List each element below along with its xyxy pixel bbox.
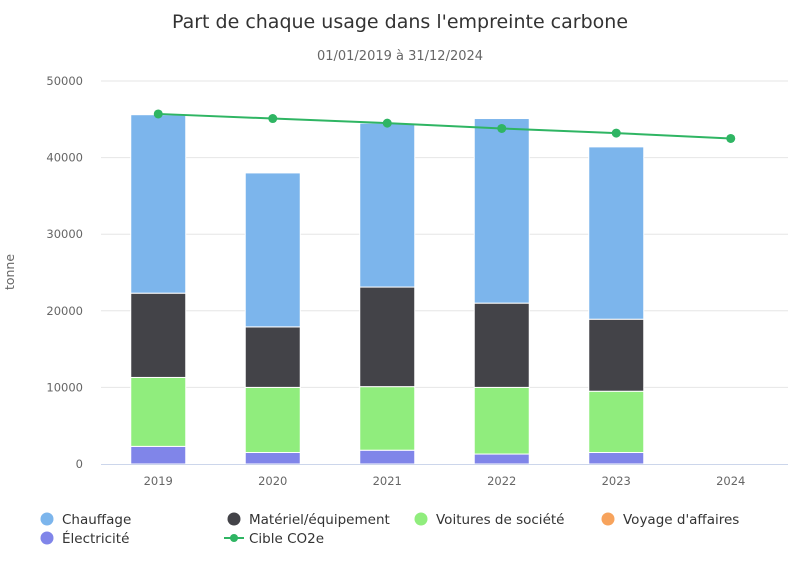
legend-item-label[interactable]: Électricité: [62, 530, 129, 547]
bar-segment[interactable]: [244, 172, 301, 328]
bar-segment[interactable]: [130, 292, 187, 378]
bar-segment[interactable]: [130, 445, 187, 465]
x-tick-label: 2022: [487, 474, 516, 488]
target-point[interactable]: [268, 114, 278, 124]
bar-segment[interactable]: [130, 376, 187, 447]
legend-item-label[interactable]: Voitures de société: [436, 512, 564, 528]
bar-segment[interactable]: [359, 122, 416, 288]
bar-segment[interactable]: [473, 302, 530, 388]
bar-segment[interactable]: [588, 146, 645, 320]
target-point[interactable]: [153, 109, 163, 119]
y-tick-label: 20000: [46, 304, 83, 318]
y-tick-label: 30000: [46, 227, 83, 241]
bar-segment[interactable]: [588, 390, 645, 454]
y-axis-label: tonne: [2, 254, 17, 290]
bar-segment[interactable]: [359, 386, 416, 451]
bar-segment[interactable]: [359, 449, 416, 465]
bar-segment[interactable]: [244, 386, 301, 454]
x-tick-label: 2024: [716, 474, 745, 488]
legend: Chauffage Matériel/équipement Voitures de …: [40, 512, 739, 547]
legend-marker-icon: [230, 534, 238, 542]
target-point[interactable]: [497, 123, 507, 133]
legend-marker-icon: [414, 512, 428, 526]
x-tick-label: 2021: [373, 474, 402, 488]
x-axis: 2019 2020 2021 2022 2023 2024: [101, 464, 788, 488]
y-tick-label: 0: [76, 457, 83, 471]
target-line-series: [153, 109, 736, 143]
chart-title: Part de chaque usage dans l'empreinte ca…: [172, 11, 628, 33]
legend-marker-icon: [40, 512, 54, 526]
bar-segment[interactable]: [244, 326, 301, 388]
legend-item-label[interactable]: Voyage d'affaires: [623, 512, 739, 528]
bar-segment[interactable]: [130, 114, 187, 294]
bar-series: [130, 114, 645, 465]
bar-segment[interactable]: [588, 318, 645, 392]
legend-item-label[interactable]: Chauffage: [62, 512, 131, 528]
y-tick-label: 10000: [46, 380, 83, 394]
y-tick-label: 40000: [46, 151, 83, 165]
target-point[interactable]: [611, 128, 621, 138]
bar-segment[interactable]: [244, 452, 301, 465]
bar-segment[interactable]: [473, 386, 530, 455]
legend-marker-icon: [227, 512, 241, 526]
target-point[interactable]: [726, 133, 736, 143]
bar-segment[interactable]: [588, 452, 645, 465]
bar-segment[interactable]: [473, 118, 530, 304]
legend-item-label[interactable]: Cible CO2e: [249, 531, 324, 547]
target-line: [158, 112, 731, 140]
grid-lines: [101, 80, 788, 388]
legend-marker-icon: [601, 512, 615, 526]
y-axis-ticks: 0 10000 20000 30000 40000 50000: [46, 74, 83, 471]
x-tick-label: 2023: [602, 474, 631, 488]
chart-subtitle: 01/01/2019 à 31/12/2024: [317, 49, 483, 64]
target-point[interactable]: [382, 118, 392, 128]
x-tick-label: 2019: [144, 474, 173, 488]
legend-item-label[interactable]: Matériel/équipement: [249, 512, 390, 528]
legend-marker-icon: [40, 531, 54, 545]
x-tick-label: 2020: [258, 474, 287, 488]
y-tick-label: 50000: [46, 74, 83, 88]
bar-segment[interactable]: [473, 453, 530, 465]
bar-segment[interactable]: [359, 286, 416, 388]
